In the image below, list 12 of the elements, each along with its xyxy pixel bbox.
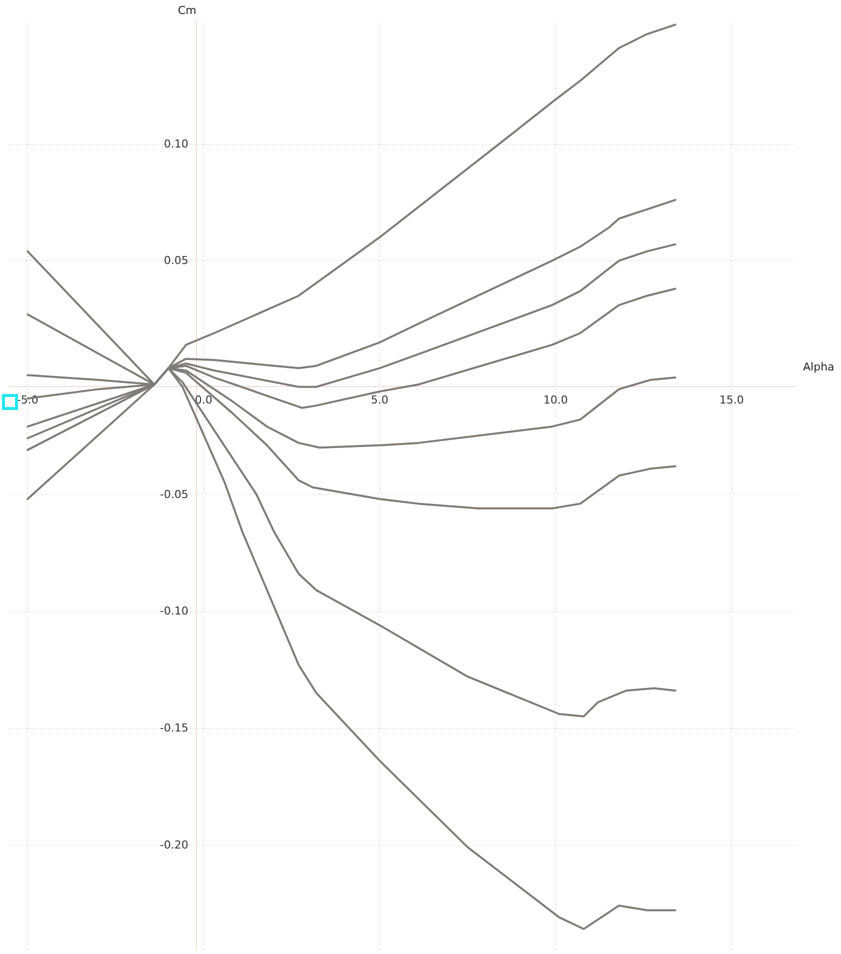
x-tick-label: 0.0 xyxy=(194,394,212,407)
y-tick-label: -0.10 xyxy=(160,604,188,618)
x-tick-label: 5.0 xyxy=(370,394,388,407)
y-tick-label: -0.15 xyxy=(160,722,188,735)
y-tick-label: -0.20 xyxy=(160,838,188,852)
y-axis-title: Cm xyxy=(178,4,196,17)
x-tick-label: 10.0 xyxy=(543,394,568,407)
y-tick-label: -0.05 xyxy=(160,488,188,501)
x-tick-label: 15.0 xyxy=(719,394,744,407)
x-axis-title: Alpha xyxy=(803,360,834,374)
y-tick-label: 0.10 xyxy=(164,137,188,150)
y-tick-label: 0.05 xyxy=(164,254,188,268)
